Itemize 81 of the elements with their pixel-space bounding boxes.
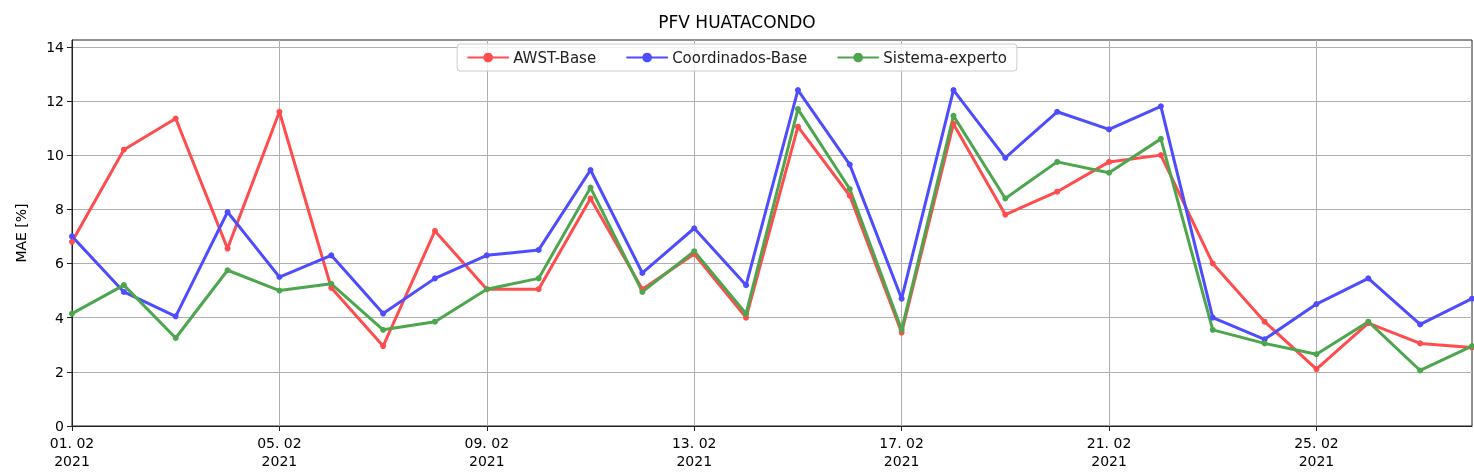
point — [1261, 318, 1268, 325]
point — [380, 326, 387, 333]
x-tick-label: 17. 02 2021 — [879, 435, 924, 469]
point — [950, 87, 957, 94]
point — [846, 192, 853, 199]
point — [950, 120, 957, 127]
y-tick-label: 8 — [55, 201, 64, 218]
point — [898, 295, 905, 302]
point — [1417, 321, 1424, 328]
y-tick-label: 4 — [55, 309, 65, 326]
point — [1106, 169, 1113, 176]
point — [224, 267, 231, 274]
point — [224, 245, 231, 252]
point — [69, 238, 75, 245]
point — [1054, 108, 1061, 115]
x-tick-label: 21. 02 2021 — [1086, 435, 1132, 469]
y-axis-title: MAE [%] — [13, 203, 29, 263]
point — [1106, 126, 1113, 133]
point — [1106, 158, 1113, 165]
point — [120, 282, 127, 289]
point — [483, 252, 490, 259]
point — [1209, 314, 1216, 321]
point — [1157, 103, 1164, 110]
point — [1002, 211, 1009, 218]
point — [120, 288, 127, 295]
x-tick-label: 09. 02 2021 — [464, 435, 510, 469]
point — [276, 274, 283, 281]
x-tick-label: 25. 02 2021 — [1294, 435, 1339, 469]
point — [431, 318, 438, 325]
point — [1417, 340, 1424, 347]
point — [535, 275, 542, 282]
point — [1469, 295, 1474, 302]
point — [846, 161, 853, 168]
y-tick-label: 0 — [55, 418, 64, 434]
x-tick-label: 13. 02 2021 — [671, 435, 717, 469]
point — [1313, 301, 1320, 308]
point — [380, 310, 387, 317]
y-tick-label: 12 — [46, 92, 64, 109]
x-tick-label: 01. 02 2021 — [49, 435, 95, 469]
chart-title: PFV HUATACONDO — [658, 11, 816, 32]
point — [950, 112, 957, 119]
point — [431, 275, 438, 282]
point — [535, 246, 542, 253]
point — [328, 280, 335, 287]
point — [1313, 351, 1320, 358]
legend-label: Sistema-experto — [883, 48, 1007, 67]
point — [172, 313, 179, 320]
legend-label: AWST-Base — [513, 48, 597, 67]
point — [1261, 340, 1268, 347]
point — [172, 334, 179, 341]
point — [1365, 275, 1372, 282]
point — [276, 287, 283, 294]
y-tick-label: 10 — [46, 147, 64, 164]
legend-label: Coordinados-Base — [672, 48, 808, 67]
point — [846, 185, 853, 192]
point — [1313, 366, 1320, 373]
point — [380, 343, 387, 350]
point — [328, 252, 335, 259]
point — [1417, 367, 1424, 374]
point — [69, 233, 75, 240]
point — [69, 310, 75, 317]
point — [1002, 154, 1009, 161]
point — [1157, 152, 1164, 159]
point — [743, 282, 750, 289]
point — [1157, 135, 1164, 142]
point — [1209, 326, 1216, 333]
point — [639, 269, 646, 276]
point — [1054, 188, 1061, 195]
point — [431, 227, 438, 234]
point — [535, 286, 542, 293]
x-tick-label: 05. 02 2021 — [257, 435, 302, 469]
point — [794, 123, 801, 130]
point — [691, 225, 698, 232]
y-tick-label: 6 — [55, 255, 65, 272]
y-tick-label: 14 — [46, 38, 65, 55]
point — [276, 108, 283, 115]
point — [587, 195, 594, 202]
point — [120, 146, 127, 153]
point — [743, 310, 750, 317]
point — [1054, 158, 1061, 165]
y-tick-label: 2 — [55, 363, 64, 380]
